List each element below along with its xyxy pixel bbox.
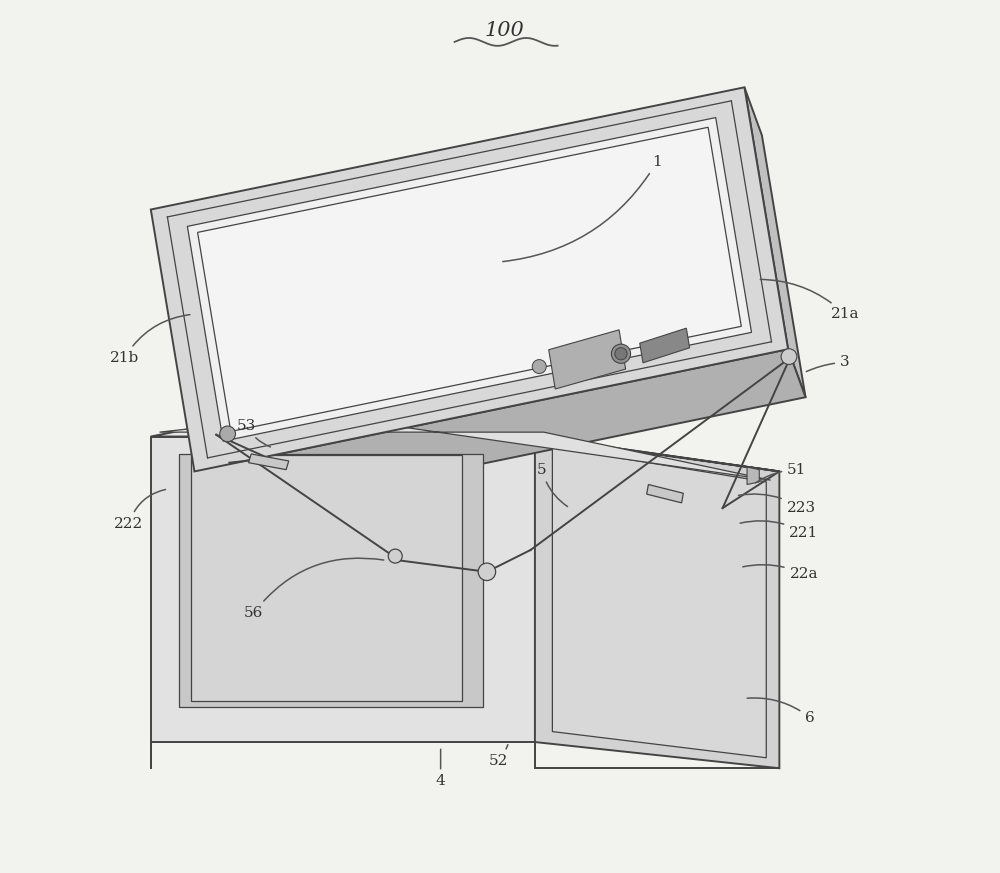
Text: 221: 221 (740, 521, 818, 540)
Polygon shape (640, 328, 690, 363)
Polygon shape (552, 447, 766, 758)
Text: 3: 3 (806, 355, 850, 372)
Circle shape (615, 347, 627, 360)
Text: 22a: 22a (743, 565, 818, 581)
Text: 223: 223 (738, 494, 816, 515)
Polygon shape (191, 455, 462, 701)
Text: 56: 56 (244, 558, 384, 620)
Circle shape (781, 348, 797, 365)
Text: 52: 52 (489, 745, 508, 768)
Polygon shape (535, 436, 779, 768)
Polygon shape (647, 485, 683, 503)
Polygon shape (194, 349, 806, 519)
Polygon shape (198, 127, 741, 431)
Text: 100: 100 (484, 21, 524, 40)
Polygon shape (160, 415, 771, 480)
Text: 1: 1 (503, 155, 662, 262)
Polygon shape (179, 454, 483, 707)
Polygon shape (187, 118, 752, 441)
Text: 53: 53 (237, 419, 270, 447)
Text: 51: 51 (755, 463, 807, 483)
Polygon shape (151, 87, 788, 471)
Polygon shape (744, 87, 806, 397)
Polygon shape (747, 467, 759, 485)
Circle shape (611, 344, 631, 363)
Polygon shape (549, 330, 626, 389)
Text: 6: 6 (747, 698, 815, 725)
Text: 222: 222 (114, 490, 166, 531)
Text: 21a: 21a (760, 279, 859, 321)
Text: 4: 4 (436, 749, 446, 788)
Text: 21b: 21b (110, 314, 190, 365)
Circle shape (478, 563, 496, 581)
Text: 5: 5 (537, 463, 568, 506)
Circle shape (220, 426, 235, 442)
Polygon shape (249, 454, 289, 470)
Circle shape (532, 360, 546, 374)
Polygon shape (151, 436, 535, 742)
Circle shape (388, 549, 402, 563)
Polygon shape (151, 406, 779, 471)
